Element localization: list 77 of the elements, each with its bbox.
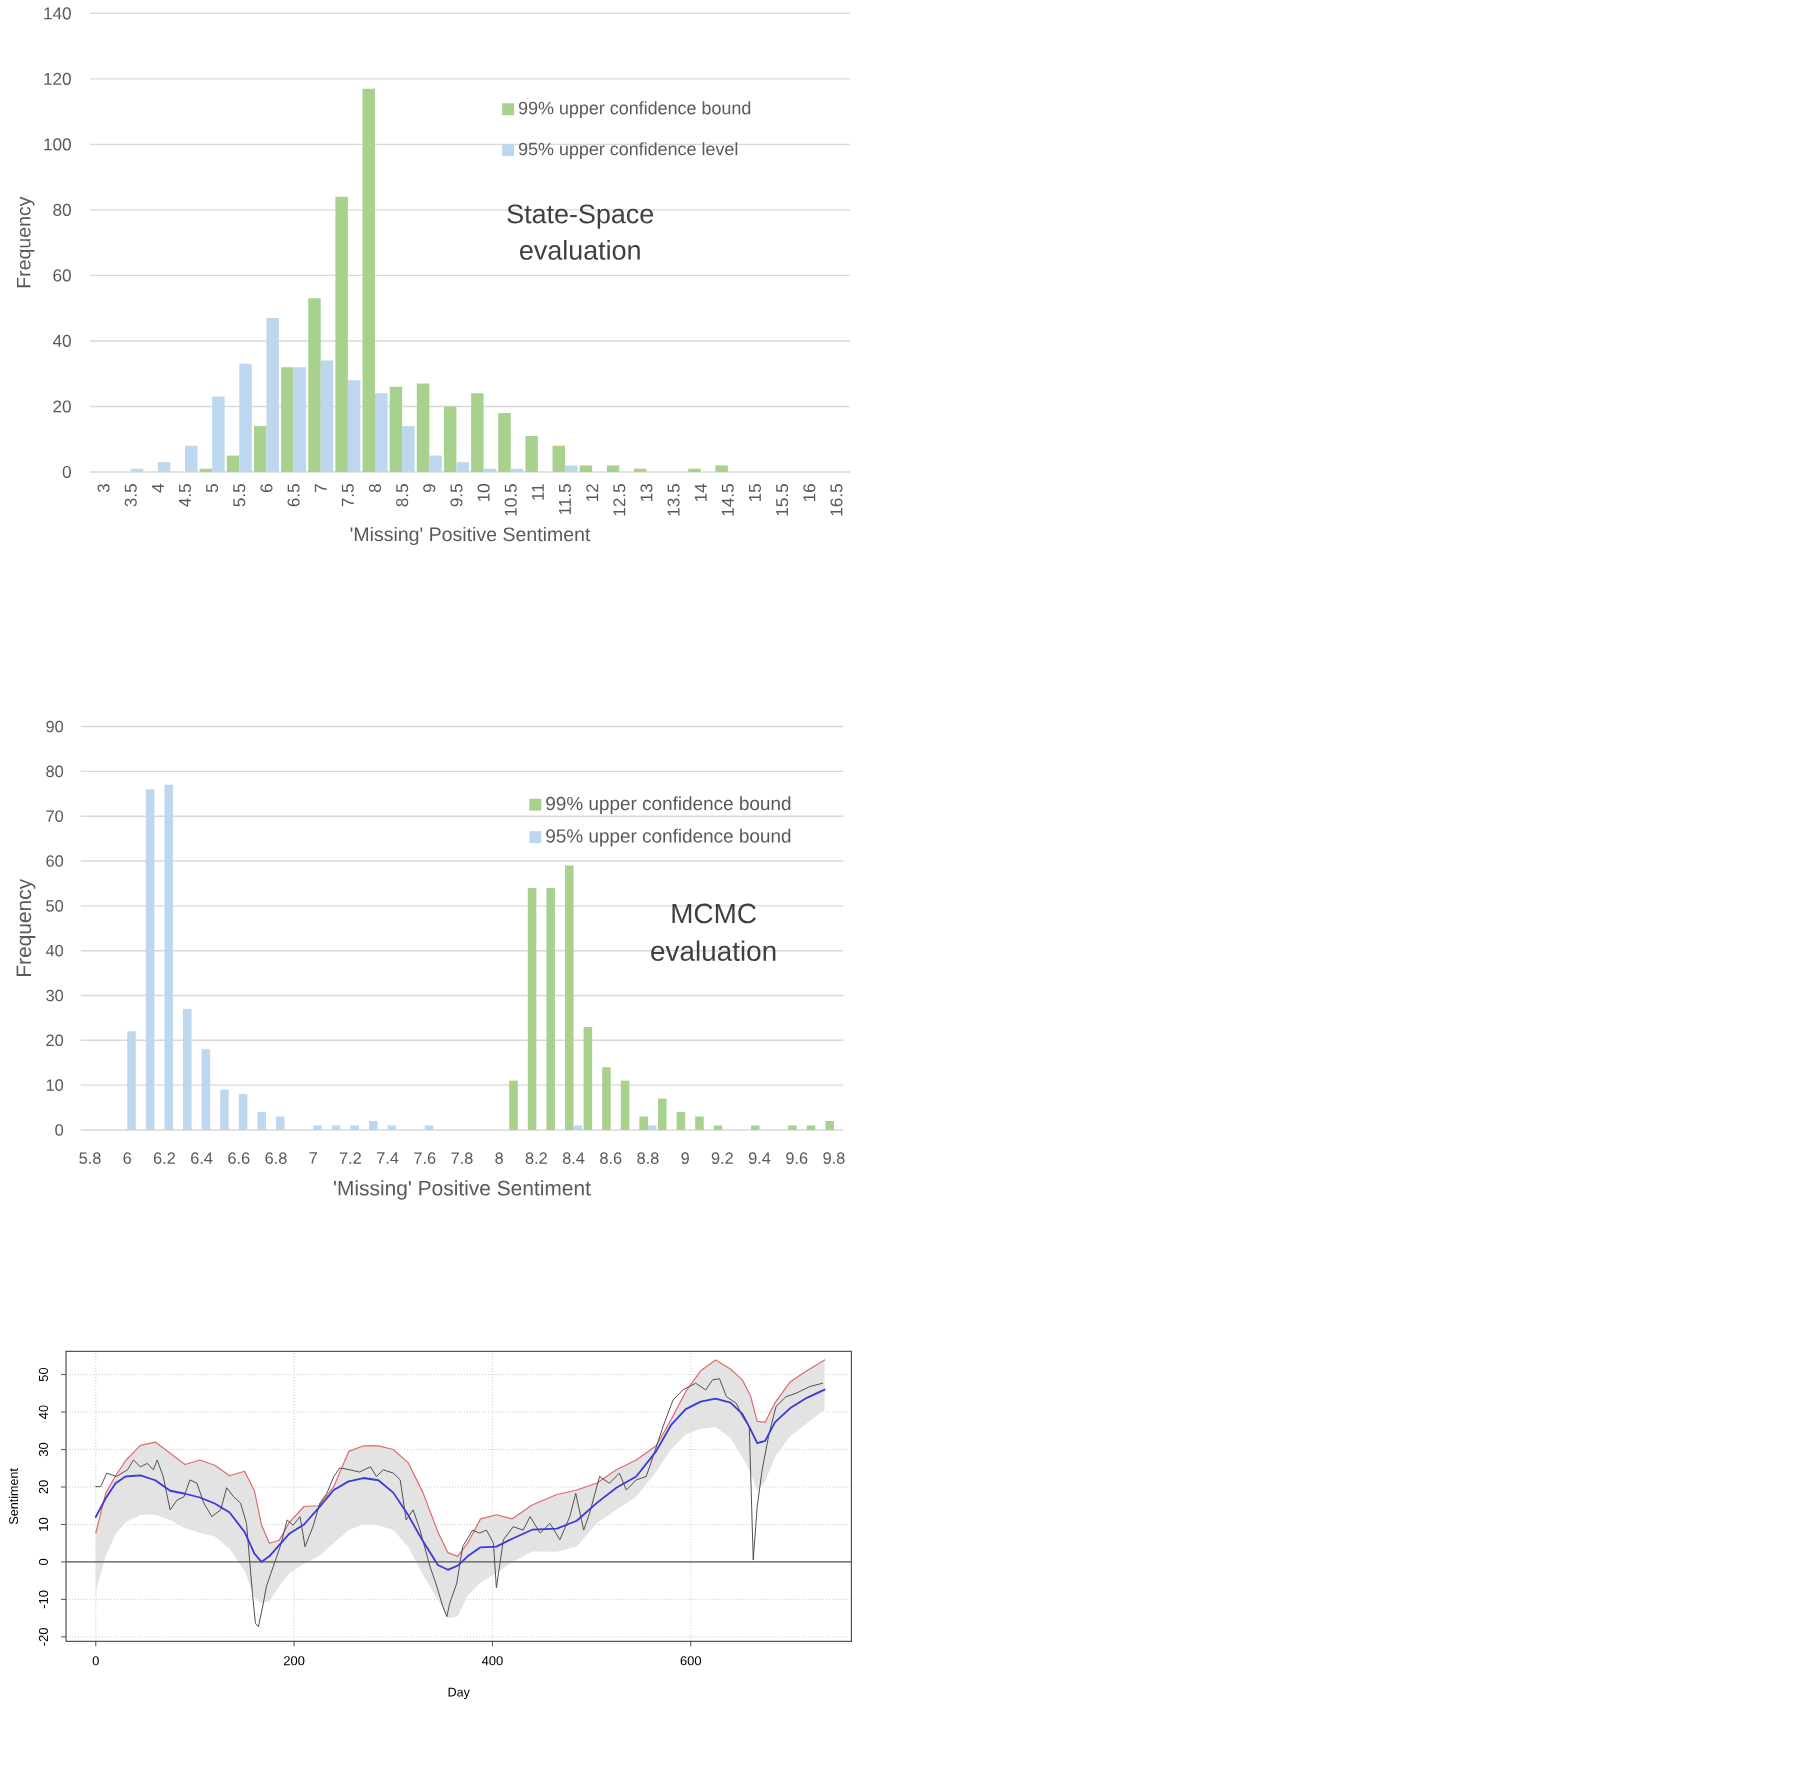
legend-label: 95% upper confidence bound: [546, 828, 791, 847]
x-tick-label: 15.5: [776, 484, 789, 516]
x-tick-label: 7.4: [377, 1152, 399, 1164]
x-tick-label: 8.5: [396, 484, 409, 507]
x-tick-label: 15: [749, 484, 761, 502]
y-tick-label: 30: [46, 989, 64, 1002]
x-tick-label: 4: [151, 483, 164, 493]
y-tick-label: 60: [46, 855, 64, 867]
x-tick-label: 11: [531, 484, 544, 500]
x-tick-label: 12: [586, 484, 599, 502]
x-tick-label: 10.5: [504, 484, 517, 516]
y-tick-label: 70: [46, 810, 64, 822]
x-tick-label: 6.6: [228, 1152, 250, 1164]
x-tick-label: 8.4: [562, 1152, 585, 1164]
x-tick-label: 6: [260, 484, 273, 493]
y-tick-label: 20: [46, 1034, 64, 1047]
x-tick-label: 5.8: [79, 1152, 101, 1164]
x-tick-label: 7: [309, 1152, 317, 1164]
x-tick-label: 7.6: [414, 1152, 436, 1164]
x-tick-label: 8: [368, 484, 382, 493]
x-tick-label: 6: [123, 1152, 132, 1164]
x-tick-label: 9.2: [711, 1152, 733, 1164]
x-axis-title: 'Missing' Positive Sentiment: [334, 1180, 591, 1200]
legend-label: 99% upper confidence bound: [546, 796, 791, 814]
x-tick-label: 8.8: [637, 1152, 659, 1164]
x-tick-label: 9: [423, 484, 436, 493]
x-tick-label: 4.5: [179, 484, 191, 507]
y-tick-label: 40: [52, 334, 71, 347]
x-tick-label: 12.5: [613, 484, 626, 516]
y-axis-title: Frequency: [16, 196, 35, 288]
x-tick-label: 6.4: [191, 1152, 213, 1164]
y-tick-label: 20: [53, 400, 71, 413]
x-tick-label: 7: [314, 484, 327, 493]
y-tick-label: 0: [55, 1124, 64, 1136]
x-tick-label: 9: [681, 1152, 689, 1164]
y-tick-label: 100: [44, 138, 71, 151]
x-tick-label: 13: [640, 484, 653, 502]
y-tick-label: 80: [46, 765, 64, 778]
x-tick-label: 14: [694, 483, 707, 502]
x-tick-label: 6.8: [265, 1152, 287, 1164]
y-tick-label: 50: [46, 900, 64, 912]
x-tick-label: 6.2: [153, 1152, 175, 1164]
x-tick-label: 5: [206, 484, 219, 493]
x-tick-label: 9.8: [823, 1152, 845, 1164]
x-tick-label: 9.6: [786, 1152, 808, 1164]
x-tick-label: 14.5: [721, 484, 734, 516]
x-tick-label: 9.5: [450, 484, 463, 507]
x-tick-label: 3: [97, 484, 110, 493]
y-tick-label: 0: [62, 465, 71, 479]
x-tick-label: 7.8: [451, 1152, 473, 1164]
x-tick-label: 7.5: [341, 484, 354, 507]
x-tick-label: 8: [495, 1152, 503, 1164]
y-axis-title: Frequency: [16, 878, 36, 976]
legend-label: 99% upper confidence bound: [518, 101, 751, 118]
x-tick-label: 13.5: [667, 484, 680, 516]
x-tick-label: 6.5: [287, 484, 300, 507]
y-tick-label: 10: [46, 1079, 64, 1091]
x-tick-label: 10: [477, 484, 490, 502]
legend-label: 95% upper confidence level: [518, 142, 738, 159]
x-tick-label: 16.5: [830, 484, 843, 516]
y-tick-label: 80: [53, 203, 71, 216]
y-tick-label: 60: [53, 269, 71, 282]
y-tick-label: 90: [46, 720, 64, 733]
y-tick-label: 40: [45, 944, 64, 957]
x-tick-label: 8.6: [600, 1152, 622, 1164]
annotation: MCMC evaluation: [651, 903, 776, 962]
x-tick-label: 7.2: [339, 1152, 361, 1164]
x-tick-label: 16: [803, 484, 816, 502]
annotation: State-Space evaluation: [507, 204, 654, 260]
x-tick-label: 8.2: [525, 1152, 547, 1164]
y-tick-label: 120: [44, 72, 71, 85]
x-tick-label: 3.5: [124, 484, 137, 507]
x-tick-label: 11.5: [559, 484, 571, 515]
y-tick-label: 140: [44, 7, 71, 20]
x-tick-label: 5.5: [233, 484, 246, 507]
x-tick-label: 9.4: [748, 1152, 771, 1164]
x-axis-title: 'Missing' Positive Sentiment: [350, 526, 591, 546]
